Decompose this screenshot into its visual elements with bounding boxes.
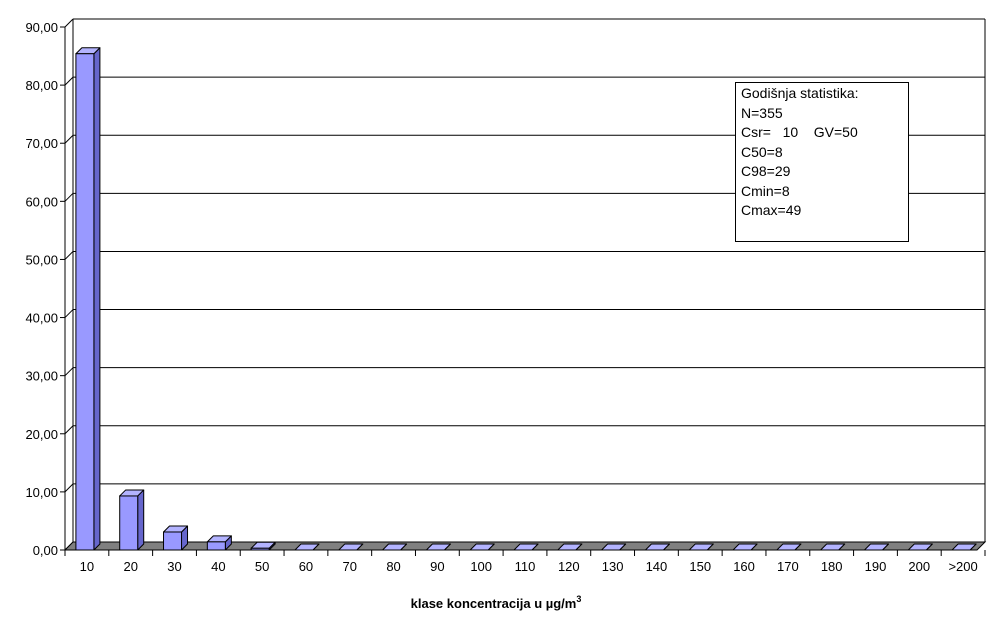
bar [338,543,364,551]
bar [119,489,145,551]
stat-line: Cmin=8 [741,182,790,199]
stat-line: Godišnja statistika: [741,85,859,101]
stat-line: Csr= 10 GV=50 [741,124,858,140]
y-tick-label: 40,00 [25,311,58,326]
stat-line: C50=8 [741,143,783,160]
wall-diagonal [64,192,74,202]
x-tick-label: 10 [80,559,94,574]
stat-line: C98=29 [741,163,791,179]
x-tick-label: 140 [646,559,668,574]
bar [820,543,846,551]
wall-diagonal [64,251,74,260]
x-tick-label: 180 [821,559,843,574]
y-tick-label: 50,00 [25,252,58,267]
x-tick-labels: 10 20 30 40 50 60 70 80 90 100 110 120 130 140 150 160 1… [80,559,978,574]
x-tick-label: 150 [689,559,711,574]
bar [513,543,539,551]
x-tick-label: 200 [908,559,930,574]
bar [206,535,232,551]
y-tick-label: 90,00 [25,20,58,35]
bar [469,543,495,551]
bar [75,47,101,551]
bar [863,543,889,551]
y-tick-label: 30,00 [25,369,58,384]
bar [732,543,758,551]
bar [776,543,802,551]
x-tick-label: 170 [777,559,799,574]
bar [601,543,627,551]
y-tick-label: 80,00 [25,78,58,93]
y-tick-label: 10,00 [25,485,58,500]
x-tick-label: >200 [948,559,977,574]
x-tick-label: 90 [430,559,444,574]
y-tick-labels: 0,00 10,00 20,00 30,00 40,00 50,00 60,00 70,00 8… [25,20,58,558]
x-axis-title: klase koncentracija u µg/m3 [411,594,582,611]
x-tick-label: 190 [865,559,887,574]
bars [75,47,977,551]
y-tick-label: 70,00 [25,136,58,151]
wall-diagonal [64,134,74,144]
x-tick-label: 20 [123,559,137,574]
wall-diagonal [64,367,74,377]
x-tick-label: 60 [299,559,313,574]
x-tick-label: 130 [602,559,624,574]
wall-diagonal [64,425,74,435]
stat-line: Cmax=49 [741,202,802,218]
x-tick-label: 30 [167,559,181,574]
bar [382,543,408,551]
wall-diagonal [64,18,74,28]
x-tick-label: 110 [515,559,536,574]
y-tick-label: 20,00 [25,427,58,442]
stat-line: N=355 [741,104,783,121]
bar [163,525,189,551]
wall-diagonal [64,76,74,86]
bar [425,543,451,551]
x-tick-label: 160 [733,559,755,574]
bar [951,543,977,551]
wall-diagonal [64,309,74,318]
bar [688,543,714,551]
bar [557,543,583,551]
bar [250,541,276,551]
wall-diagonal [64,483,74,493]
statistics-annotation-box: Godišnja statistika: N=355 Csr= 10 GV=50 C5… [735,82,909,242]
bar [907,543,933,551]
y-tick-label: 0,00 [33,543,58,558]
x-tick-label: 120 [558,559,580,574]
x-tick-label: 50 [255,559,269,574]
x-tick-label: 40 [211,559,225,574]
y-tick-label: 60,00 [25,194,58,209]
x-tick-label: 70 [343,559,357,574]
bar [644,543,670,551]
x-tick-label: 80 [386,559,400,574]
x-tick-label: 100 [470,559,492,574]
bar [294,543,320,551]
